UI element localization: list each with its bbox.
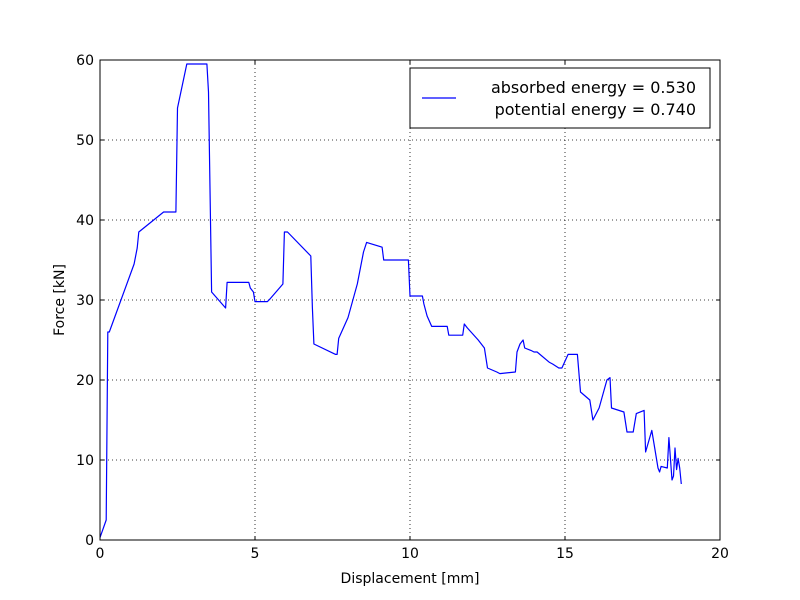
y-tick-label: 50	[76, 133, 94, 149]
legend: absorbed energy = 0.530 potential energy…	[409, 67, 711, 129]
y-tick-label: 40	[76, 213, 94, 229]
x-tick-label: 0	[96, 546, 105, 562]
y-tick-label: 60	[76, 53, 94, 69]
y-tick-label: 10	[76, 453, 94, 469]
y-tick-label: 30	[76, 293, 94, 309]
y-tick-label: 20	[76, 373, 94, 389]
x-tick-label: 15	[556, 546, 574, 562]
plot-area	[99, 63, 682, 538]
legend-entry-absorbed-energy: absorbed energy = 0.530	[491, 78, 696, 97]
axis-ticks: 0 5 10 15 20 0 10 20 30 40 50 60	[76, 53, 729, 562]
x-axis-label: Displacement [mm]	[341, 571, 480, 587]
legend-box	[409, 67, 711, 129]
x-tick-label: 20	[711, 546, 729, 562]
x-tick-label: 10	[401, 546, 419, 562]
y-axis-label: Force [kN]	[52, 264, 68, 336]
legend-entry-potential-energy: potential energy = 0.740	[495, 100, 696, 119]
force-series-line	[99, 63, 682, 538]
x-tick-label: 5	[251, 546, 260, 562]
y-tick-label: 0	[85, 533, 94, 549]
